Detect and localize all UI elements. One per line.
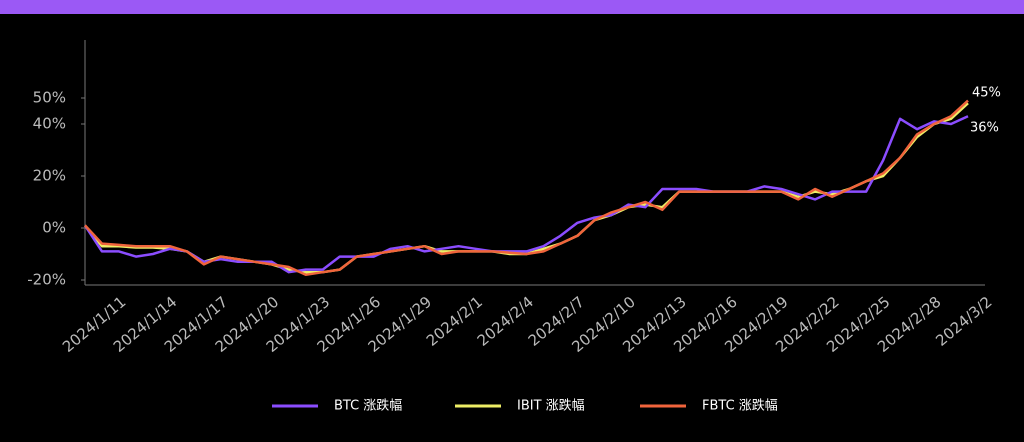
y-tick-label: 50% <box>33 89 66 107</box>
legend-label: BTC 涨跌幅 <box>334 398 402 414</box>
series-line <box>84 102 969 274</box>
legend-label: FBTC 涨跌幅 <box>702 398 778 414</box>
series-line <box>84 99 969 277</box>
x-tick-label: 2024/2/1 <box>423 293 486 350</box>
y-tick-label: 20% <box>33 167 66 185</box>
legend-label: IBIT 涨跌幅 <box>517 398 585 414</box>
x-tick-label: 2024/3/2 <box>932 293 995 350</box>
annotation: 36% <box>970 121 999 136</box>
y-tick-label: 40% <box>33 115 66 133</box>
series-line <box>83 115 969 274</box>
y-tick-label: -20% <box>27 271 66 289</box>
y-tick-label: 0% <box>42 219 66 237</box>
top-bar <box>0 0 1024 14</box>
annotation: 45% <box>972 86 1001 101</box>
x-tick-label: 2024/2/4 <box>474 293 537 350</box>
